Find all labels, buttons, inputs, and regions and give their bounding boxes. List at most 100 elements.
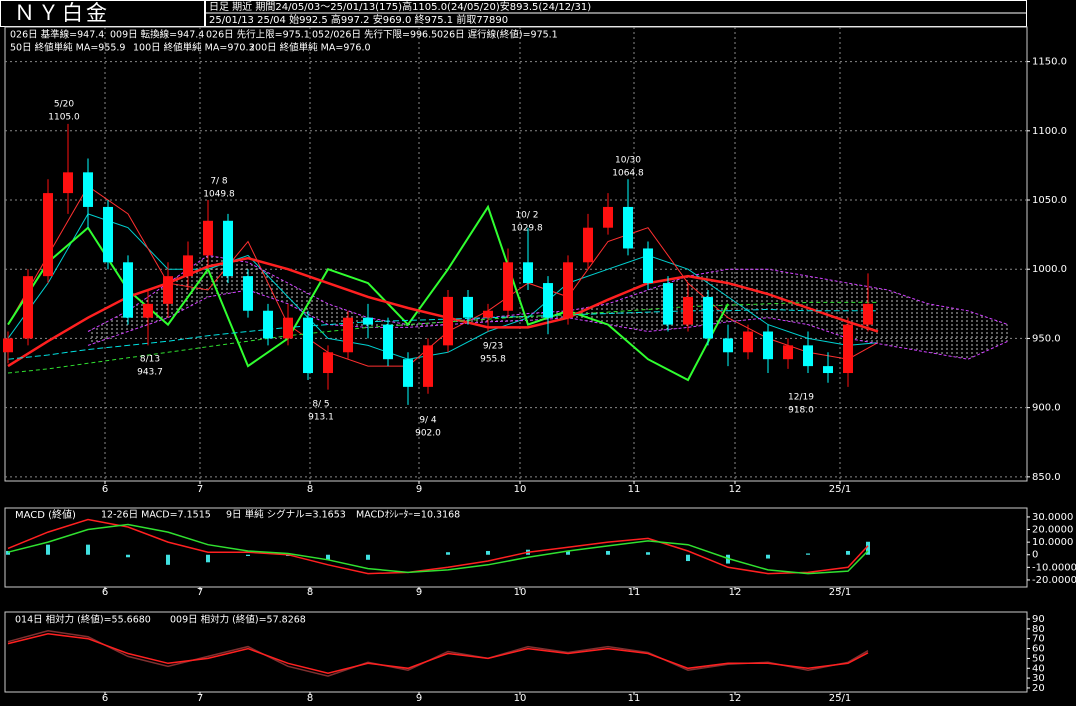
indicator-line — [7, 633, 869, 674]
histogram-bar — [606, 550, 610, 555]
x-tick-label: 25/1 — [829, 587, 851, 598]
candle-body — [843, 324, 853, 374]
x-tick-label: 6 — [102, 484, 108, 495]
histogram-bar — [486, 550, 490, 555]
chart-title: ＮＹ白金 — [14, 1, 110, 25]
y-tick-label: 50 — [1032, 653, 1045, 664]
y-tick-label: 20 — [1032, 683, 1045, 694]
candle-body — [183, 255, 193, 277]
annotation-price: 1049.8 — [203, 190, 235, 200]
candle-body — [803, 345, 813, 367]
x-tick-label: 10 — [514, 693, 527, 704]
candle-body — [663, 283, 673, 325]
candle-body — [63, 172, 73, 194]
candle-body — [43, 193, 53, 277]
cloud-fill — [88, 255, 1008, 360]
annotation-date: 10/30 — [615, 156, 641, 166]
candle-body — [563, 262, 573, 318]
histogram-bar — [206, 554, 210, 563]
y-tick-label: 900.0 — [1032, 403, 1061, 414]
candle-body — [603, 206, 613, 228]
y-tick-label: 70 — [1032, 634, 1045, 645]
indicator-line — [7, 523, 869, 575]
annotation-price: 943.7 — [137, 368, 163, 378]
histogram-bar — [46, 544, 50, 555]
candle-body — [443, 296, 453, 346]
indicator-line — [7, 213, 879, 360]
x-tick-label: 6 — [102, 587, 108, 598]
annotation-price: 1105.0 — [48, 113, 80, 123]
histogram-bar — [126, 554, 130, 558]
panel-frame — [4, 507, 1028, 588]
legend-entry: 026日 遅行線(終値)=975.1 — [437, 29, 558, 41]
candle-body — [463, 296, 473, 318]
y-tick-label: 30.0000 — [1032, 512, 1073, 523]
candle-body — [823, 366, 833, 374]
histogram-bar — [806, 553, 810, 555]
x-tick-label: 12 — [729, 484, 742, 495]
panel-frame — [4, 26, 1028, 482]
annotation-date: 12/19 — [788, 393, 814, 403]
histogram-bar — [166, 554, 170, 565]
x-tick-label: 11 — [628, 587, 641, 598]
x-tick-label: 7 — [197, 693, 203, 704]
x-tick-label: 11 — [628, 484, 641, 495]
candle-body — [723, 338, 733, 353]
candle-body — [703, 296, 713, 339]
y-tick-label: 1000.0 — [1032, 264, 1067, 275]
y-tick-label: 1050.0 — [1032, 195, 1067, 206]
candle-body — [503, 262, 513, 311]
candle-body — [343, 317, 353, 353]
legend-entry: MACDｵｼﾚｰﾀｰ=10.3168 — [356, 510, 460, 521]
annotation-date: 8/ 5 — [312, 400, 329, 410]
y-tick-label: 20.0000 — [1032, 525, 1073, 536]
y-tick-label: 850.0 — [1032, 472, 1061, 483]
candle-body — [743, 331, 753, 353]
candle-body — [323, 352, 333, 374]
x-tick-label: 12 — [729, 587, 742, 598]
legend-entry: 200日 終値単純 MA=976.0 — [249, 42, 371, 54]
candle-body — [863, 303, 873, 325]
annotation-date: 5/20 — [54, 100, 74, 110]
y-tick-label: 90 — [1032, 614, 1045, 625]
legend-entry: 9日 単純 シグナル=3.1653 — [226, 509, 346, 521]
candle-body — [423, 345, 433, 387]
histogram-bar — [846, 550, 850, 555]
y-tick-label: 80 — [1032, 624, 1045, 635]
panel-title: MACD (終値) — [15, 508, 76, 521]
candle-body — [83, 172, 93, 207]
histogram-bar — [446, 552, 450, 555]
candle-body — [483, 310, 493, 318]
x-tick-label: 9 — [416, 693, 422, 704]
candle-body — [223, 220, 233, 277]
legend-entry: 009日 転換線=947.4 — [110, 29, 204, 41]
x-tick-label: 10 — [514, 484, 527, 495]
candle-body — [243, 276, 253, 311]
candle-body — [583, 227, 593, 263]
histogram-bar — [566, 550, 570, 555]
indicator-line — [7, 518, 869, 575]
candle-body — [283, 317, 293, 339]
annotation-price: 918.0 — [788, 406, 814, 416]
annotation-price: 1029.8 — [511, 224, 543, 234]
candle-body — [163, 276, 173, 304]
histogram-bar — [866, 541, 870, 555]
candle-body — [783, 345, 793, 360]
annotation-date: 7/ 8 — [210, 177, 228, 187]
annotation-date: 9/ 4 — [419, 416, 437, 426]
histogram-bar — [646, 552, 650, 555]
annotation-price: 902.0 — [415, 429, 441, 439]
candle-body — [303, 317, 313, 374]
histogram-bar — [366, 554, 370, 560]
x-tick-label: 25/1 — [829, 693, 851, 704]
x-tick-label: 9 — [416, 587, 422, 598]
y-tick-label: 0 — [1032, 550, 1038, 561]
legend-entry: 100日 終値単純 MA=970.3 — [133, 42, 255, 54]
y-tick-label: 10.0000 — [1032, 537, 1073, 548]
candle-body — [263, 310, 273, 339]
legend-entry: 026日 先行上限=975.1 — [206, 29, 310, 41]
y-tick-label: 30 — [1032, 673, 1045, 684]
x-tick-label: 8 — [307, 693, 313, 704]
